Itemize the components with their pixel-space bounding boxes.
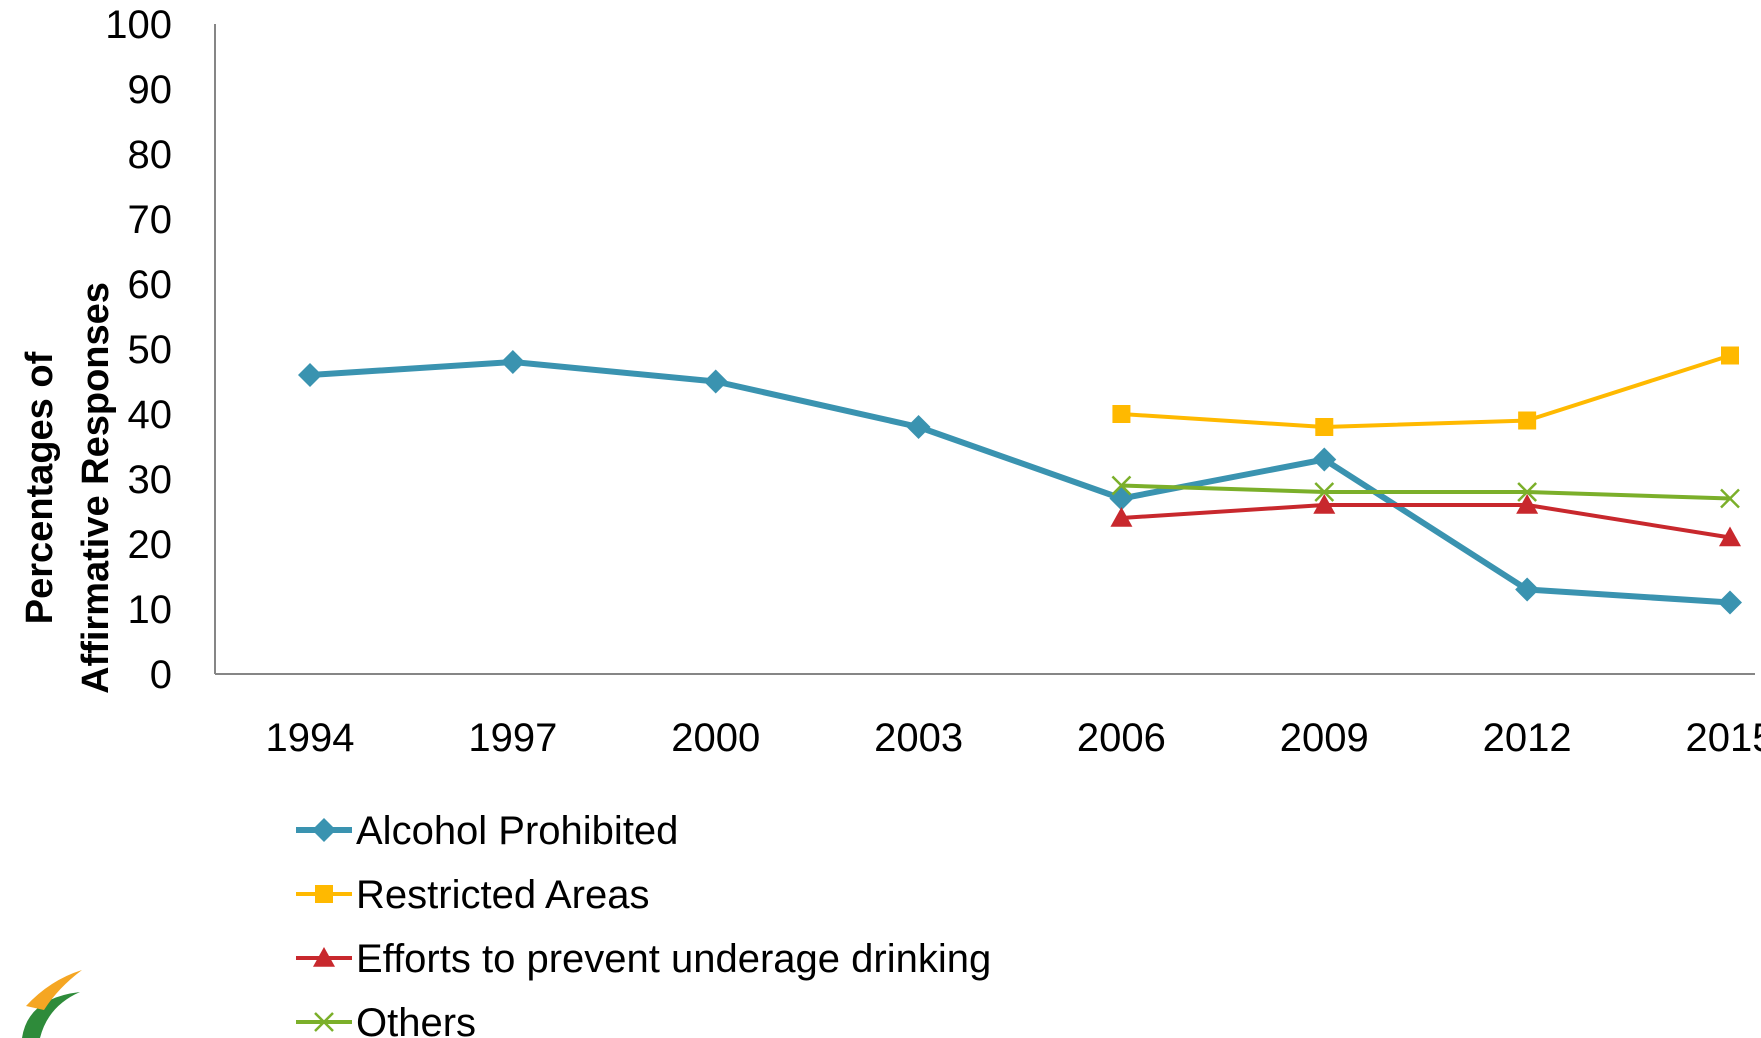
y-axis-label-line: Affirmative Responses (75, 282, 117, 694)
series-square (1112, 346, 1739, 436)
legend-label: Alcohol Prohibited (356, 809, 678, 853)
series-layer (298, 346, 1742, 615)
data-point (1517, 482, 1538, 502)
legend: Alcohol Prohibited Restricted Areas Effort… (296, 809, 991, 1038)
y-axis-label: Percentages of Affirmative Responses (19, 282, 117, 694)
logo-leaf-green (22, 992, 80, 1038)
data-point (906, 415, 931, 439)
legend-swatch-marker (314, 1012, 334, 1032)
data-point (1312, 447, 1337, 472)
x-tick-label: 2006 (1077, 716, 1166, 760)
data-point (1719, 526, 1741, 547)
x-tick-label: 2015 (1686, 716, 1761, 760)
x-tick-label: 2012 (1483, 716, 1572, 760)
data-point (1314, 482, 1335, 502)
data-point (1518, 411, 1537, 430)
x-tick-label: 2000 (671, 716, 760, 760)
axes (214, 24, 1755, 675)
series-line (309, 359, 1731, 606)
data-point (1109, 486, 1134, 511)
y-axis-label-line: Percentages of (19, 351, 61, 624)
legend-item: Others (296, 1001, 476, 1038)
legend-item: Alcohol Prohibited (296, 809, 678, 853)
y-tick-label: 50 (128, 328, 173, 372)
data-point (1110, 507, 1133, 527)
y-tick-label: 40 (128, 393, 173, 437)
data-point (1721, 346, 1739, 365)
y-tick-label: 60 (128, 263, 173, 307)
legend-label: Restricted Areas (356, 873, 649, 917)
legend-item: Restricted Areas (296, 873, 649, 917)
data-point (1516, 494, 1539, 514)
x-tick-label: 1994 (266, 716, 355, 760)
data-point (1313, 494, 1336, 514)
data-point (703, 369, 728, 394)
y-tick-label: 70 (128, 198, 173, 242)
series-diamond (298, 350, 1742, 615)
y-tick-label: 0 (150, 653, 172, 697)
data-point (500, 350, 525, 374)
y-tick-labels: 0 10 20 30 40 50 60 70 80 90 100 (105, 3, 172, 697)
legend-item: Efforts to prevent underage drinking (296, 937, 991, 981)
data-point (1720, 488, 1740, 509)
data-point (1515, 577, 1540, 602)
series-line (1121, 503, 1731, 540)
leaf-logo (22, 970, 82, 1038)
logo-leaf-orange (26, 970, 82, 1010)
data-point (1718, 590, 1742, 615)
y-tick-label: 90 (128, 68, 173, 112)
y-tick-label: 10 (128, 588, 173, 632)
legend-swatch-marker (315, 885, 333, 903)
series-line (1121, 483, 1731, 501)
data-point (1111, 475, 1132, 496)
y-tick-label: 30 (128, 458, 173, 502)
x-tick-label: 2009 (1280, 716, 1369, 760)
legend-swatch-marker (312, 818, 336, 842)
legend-label: Others (356, 1001, 476, 1038)
legend-swatch-marker (313, 947, 335, 967)
y-tick-label: 100 (105, 3, 172, 47)
series-line (1121, 353, 1731, 429)
x-tick-labels: 1994 1997 2000 2003 2006 2009 2012 2015 (266, 716, 1761, 760)
legend-label: Efforts to prevent underage drinking (356, 937, 991, 981)
data-point (298, 363, 322, 387)
y-tick-label: 80 (128, 133, 173, 177)
x-tick-label: 2003 (874, 716, 963, 760)
series-x (1111, 475, 1740, 509)
data-point (1315, 418, 1334, 436)
y-tick-label: 20 (128, 523, 173, 567)
x-tick-label: 1997 (468, 716, 557, 760)
data-point (1112, 405, 1131, 423)
series-triangle (1110, 494, 1741, 547)
